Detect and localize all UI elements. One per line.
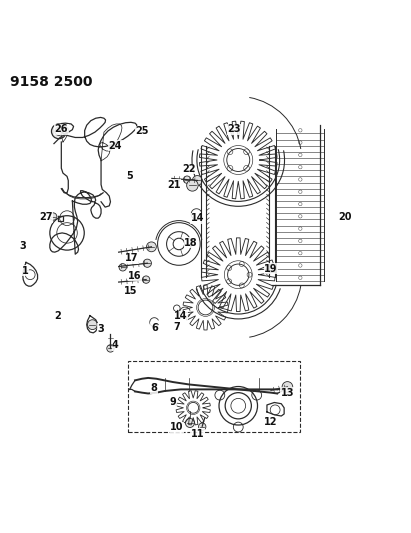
Text: 9: 9: [169, 398, 176, 408]
Circle shape: [192, 175, 202, 185]
Text: 17: 17: [125, 253, 139, 263]
Text: 19: 19: [264, 263, 278, 273]
Circle shape: [143, 259, 151, 268]
Text: 6: 6: [151, 323, 158, 333]
Text: 10: 10: [170, 423, 184, 432]
Circle shape: [183, 176, 191, 183]
Circle shape: [119, 264, 127, 271]
Circle shape: [185, 418, 194, 427]
Text: 1: 1: [22, 265, 29, 276]
Text: 8: 8: [151, 383, 158, 393]
Text: 24: 24: [109, 141, 122, 151]
Text: 3: 3: [20, 241, 27, 251]
Text: 15: 15: [124, 286, 138, 296]
Circle shape: [146, 242, 156, 252]
Text: 25: 25: [135, 126, 149, 136]
Circle shape: [199, 423, 206, 430]
Text: 12: 12: [264, 417, 278, 427]
Circle shape: [107, 345, 114, 352]
Bar: [128, 361, 300, 432]
Circle shape: [187, 180, 198, 191]
Text: 4: 4: [112, 340, 119, 350]
Circle shape: [143, 276, 150, 284]
Circle shape: [51, 124, 66, 139]
Text: 9158 2500: 9158 2500: [10, 75, 92, 89]
Text: 21: 21: [167, 180, 180, 190]
Text: 14: 14: [174, 311, 188, 321]
Circle shape: [49, 213, 57, 220]
Text: 11: 11: [191, 429, 204, 439]
Text: 16: 16: [128, 271, 142, 280]
Circle shape: [282, 382, 293, 392]
Text: 3: 3: [98, 324, 104, 334]
Text: 2: 2: [55, 311, 61, 321]
Text: 18: 18: [185, 238, 198, 248]
Text: 20: 20: [338, 212, 351, 222]
Text: 26: 26: [55, 124, 68, 134]
Text: 22: 22: [182, 164, 196, 174]
Text: 13: 13: [281, 387, 294, 398]
Text: 27: 27: [39, 212, 53, 222]
Text: 23: 23: [227, 124, 241, 134]
Circle shape: [88, 320, 97, 329]
Text: 14: 14: [191, 213, 204, 223]
Text: 7: 7: [173, 322, 180, 332]
Text: 5: 5: [126, 172, 133, 181]
